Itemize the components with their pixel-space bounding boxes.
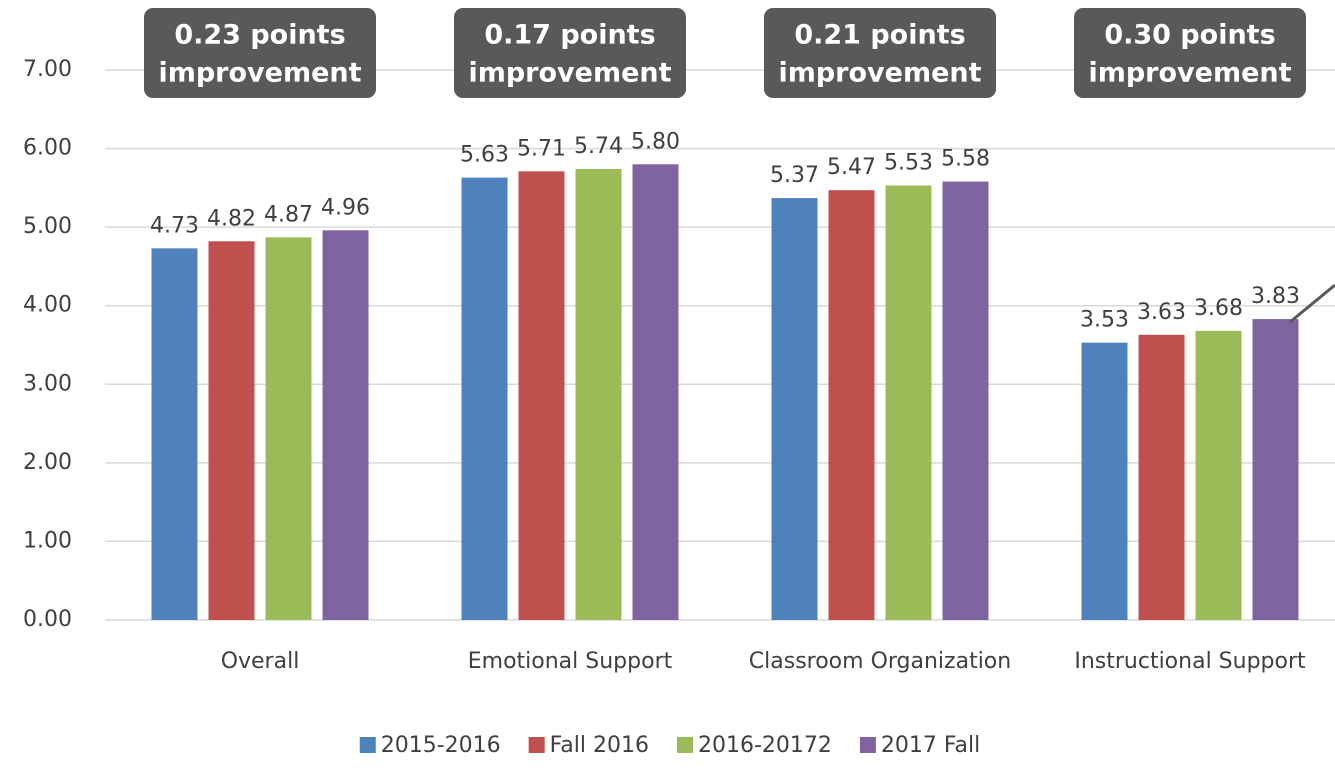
x-tick-label: Emotional Support — [468, 649, 673, 674]
data-label: 3.83 — [1251, 284, 1300, 309]
bar — [1138, 334, 1185, 620]
data-label: 4.73 — [150, 213, 199, 238]
annotation: improvement — [778, 58, 981, 89]
data-label: 5.74 — [574, 134, 623, 159]
legend-label: 2015-2016 — [381, 733, 501, 758]
legend-swatch — [528, 737, 545, 753]
bar — [208, 241, 255, 621]
data-label: 4.87 — [264, 202, 313, 227]
bar — [265, 237, 312, 620]
bar — [1195, 330, 1242, 620]
y-tick-label: 5.00 — [23, 214, 72, 239]
legend-label: Fall 2016 — [550, 733, 649, 758]
annotation-box — [1074, 8, 1306, 98]
annotation: improvement — [1088, 58, 1291, 89]
bar — [575, 169, 622, 620]
x-tick-label: Classroom Organization — [749, 649, 1011, 674]
data-label: 5.37 — [770, 163, 819, 188]
bar — [1081, 342, 1128, 620]
bar — [885, 185, 932, 620]
bar — [461, 177, 508, 620]
data-label: 5.47 — [827, 155, 876, 180]
data-label: 5.71 — [517, 136, 566, 161]
legend-label: 2016-20172 — [698, 733, 832, 758]
y-tick-label: 2.00 — [23, 450, 72, 475]
annotation: improvement — [468, 58, 671, 89]
data-label: 4.82 — [207, 206, 256, 231]
y-tick-label: 1.00 — [23, 528, 72, 553]
bar — [151, 248, 198, 620]
x-tick-label: Instructional Support — [1074, 649, 1306, 674]
y-tick-label: 3.00 — [23, 371, 72, 396]
annotation: 0.23 points — [174, 20, 345, 51]
data-label: 4.96 — [321, 195, 370, 220]
data-label: 3.63 — [1137, 300, 1186, 325]
data-label: 5.58 — [941, 147, 990, 172]
pointer-line — [1289, 283, 1335, 324]
annotation: improvement — [158, 58, 361, 89]
legend-label: 2017 Fall — [881, 733, 980, 758]
data-label: 5.80 — [631, 129, 680, 154]
y-tick-label: 6.00 — [23, 136, 72, 161]
legend-swatch — [677, 737, 693, 753]
annotation: 0.17 points — [484, 20, 655, 51]
bar — [518, 171, 565, 620]
bar — [322, 230, 369, 621]
y-tick-label: 4.00 — [23, 293, 72, 318]
bar — [771, 198, 818, 621]
annotation-box — [144, 8, 376, 98]
y-tick-label: 0.00 — [23, 607, 72, 632]
legend-swatch — [359, 737, 376, 753]
annotation: 0.21 points — [794, 20, 965, 51]
annotation-box — [454, 8, 686, 98]
bar — [942, 181, 989, 621]
annotation-box — [764, 8, 996, 98]
bar — [828, 190, 875, 620]
data-label: 5.53 — [884, 151, 933, 176]
legend: 2015-2016 Fall 2016 2016-20172 2017 Fall — [359, 733, 980, 758]
data-label: 3.53 — [1080, 308, 1129, 333]
bar — [1252, 319, 1299, 620]
annotation: 0.30 points — [1104, 20, 1275, 51]
bar — [632, 164, 679, 621]
x-tick-label: Overall — [221, 649, 300, 674]
legend-swatch — [859, 737, 876, 753]
data-label: 5.63 — [460, 143, 509, 168]
y-tick-label: 7.00 — [23, 57, 72, 82]
data-label: 3.68 — [1194, 296, 1243, 321]
